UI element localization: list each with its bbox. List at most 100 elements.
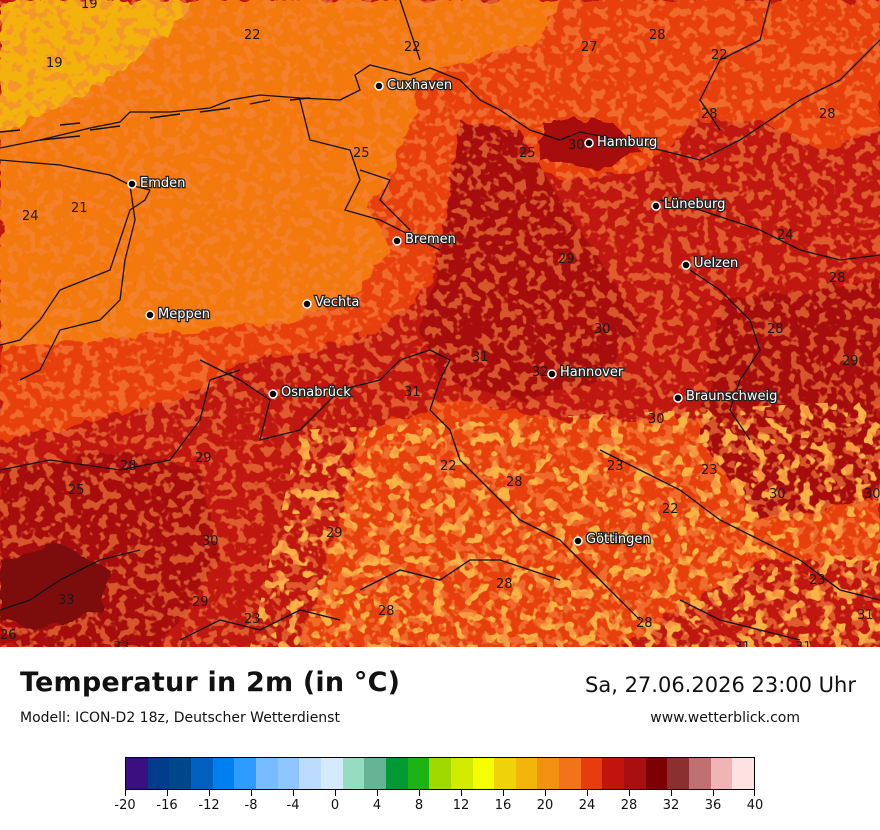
city-braunschweig[interactable]: Braunschweig [673, 388, 779, 405]
map-footer: Temperatur in 2m (in °C) Modell: ICON-D2… [0, 647, 880, 830]
city-label: Bremen [405, 232, 456, 247]
colorbar-segment [169, 758, 191, 789]
colorbar-tick-label: 40 [746, 798, 764, 813]
temp-label: 28 [506, 475, 523, 490]
colorbar-tick-label: -16 [156, 798, 178, 813]
city-bremen[interactable]: Bremen [392, 231, 457, 248]
temp-label: 32 [532, 365, 549, 380]
colorbar-tick [293, 790, 294, 796]
colorbar-tick [377, 790, 378, 796]
temp-label: 30 [648, 412, 665, 427]
temp-label: 28 [819, 107, 836, 122]
city-uelzen[interactable]: Uelzen [681, 255, 739, 272]
temperature-map[interactable]: 19 22 22 27 28 22 19 28 28 25 25 30 24 2… [0, 0, 880, 647]
temp-label: 23 [809, 573, 826, 588]
map-title: Temperatur in 2m (in °C) [20, 667, 401, 698]
city-label: Vechta [315, 295, 359, 310]
colorbar-segment [277, 758, 300, 789]
city-meppen[interactable]: Meppen [145, 306, 211, 323]
temp-label: 33 [58, 593, 75, 608]
colorbar-segment [255, 758, 278, 789]
temp-label: 22 [244, 28, 261, 43]
colorbar-segment [494, 758, 516, 789]
colorbar-tick [251, 790, 252, 796]
temp-label: 19 [46, 56, 63, 71]
colorbar-segment [234, 758, 256, 789]
temp-label: 22 [440, 459, 457, 474]
temp-label: 29 [326, 526, 343, 541]
colorbar-segment [385, 758, 408, 789]
temp-label: 28 [496, 577, 513, 592]
city-lueneburg[interactable]: Lüneburg [651, 196, 727, 213]
colorbar-tick [125, 790, 126, 796]
colorbar-segment [602, 758, 625, 789]
temp-label: 31 [795, 640, 812, 647]
colorbar-tick-label: 8 [414, 798, 424, 813]
colorbar-segment [559, 758, 581, 789]
colorbar-tick [335, 790, 336, 796]
colorbar-tick [754, 790, 755, 796]
temp-label: 31 [404, 385, 421, 400]
city-vechta[interactable]: Vechta [302, 294, 361, 311]
city-hannover[interactable]: Hannover [547, 364, 625, 381]
temp-label: 23 [244, 612, 261, 627]
temp-label: 31 [857, 608, 874, 623]
temp-label: 31 [734, 640, 751, 647]
temp-label: 33 [113, 640, 130, 647]
city-emden[interactable]: Emden [127, 175, 187, 192]
temp-label: 28 [378, 604, 395, 619]
city-cuxhaven[interactable]: Cuxhaven [374, 77, 453, 94]
temp-label: 24 [22, 209, 39, 224]
temp-label: 29 [558, 252, 575, 267]
city-hamburg[interactable]: Hamburg [584, 134, 659, 151]
colorbar-segment [364, 758, 386, 789]
city-markers: Cuxhaven Hamburg Emden Lüneburg Bremen U… [127, 77, 779, 548]
city-label: Göttingen [586, 532, 651, 547]
colorbar-tick-label: -8 [244, 798, 258, 813]
temp-label: 28 [829, 271, 846, 286]
colorbar-segment [190, 758, 213, 789]
colorbar-tick-label: 36 [704, 798, 722, 813]
colorbar-tick-label: -4 [286, 798, 300, 813]
colorbar-segment [147, 758, 170, 789]
website-link[interactable]: www.wetterblick.com [650, 710, 800, 726]
colorbar-segment [299, 758, 321, 789]
temp-label: 22 [711, 48, 728, 63]
city-goettingen[interactable]: Göttingen [573, 531, 652, 548]
colorbar-tick-label: -12 [198, 798, 220, 813]
colorbar-segment [732, 758, 755, 789]
temp-label: 25 [68, 483, 85, 498]
colorbar-tick-label: 12 [452, 798, 470, 813]
temp-label: 28 [701, 107, 718, 122]
colorbar-tick [545, 790, 546, 796]
colorbar-tick [629, 790, 630, 796]
temp-label: 23 [607, 459, 624, 474]
temp-label: 29 [842, 354, 859, 369]
colorbar-segment [126, 758, 148, 789]
colorbar-segment [537, 758, 560, 789]
colorbar-segment [689, 758, 711, 789]
temperature-colorbar [125, 757, 755, 790]
colorbar-tick [713, 790, 714, 796]
city-osnabrueck[interactable]: Osnabrück [268, 384, 352, 401]
colorbar-segment [429, 758, 451, 789]
temp-label: 28 [649, 28, 666, 43]
temp-label: 22 [662, 502, 679, 517]
colorbar-tick [209, 790, 210, 796]
temp-label: 30 [864, 487, 880, 502]
temp-label: 29 [195, 451, 212, 466]
colorbar-segment [320, 758, 343, 789]
temp-label: 23 [701, 463, 718, 478]
colorbar-tick [419, 790, 420, 796]
temperature-zone-darkest [0, 545, 110, 630]
colorbar-tick [461, 790, 462, 796]
colorbar-segment [450, 758, 473, 789]
colorbar-tick-label: -20 [114, 798, 136, 813]
colorbar-segment [645, 758, 668, 789]
borders [0, 0, 880, 641]
colorbar-tick-label: 0 [330, 798, 340, 813]
city-label: Lüneburg [664, 197, 725, 212]
city-label: Cuxhaven [387, 78, 452, 93]
colorbar-tick-label: 24 [578, 798, 596, 813]
colorbar-tick [587, 790, 588, 796]
